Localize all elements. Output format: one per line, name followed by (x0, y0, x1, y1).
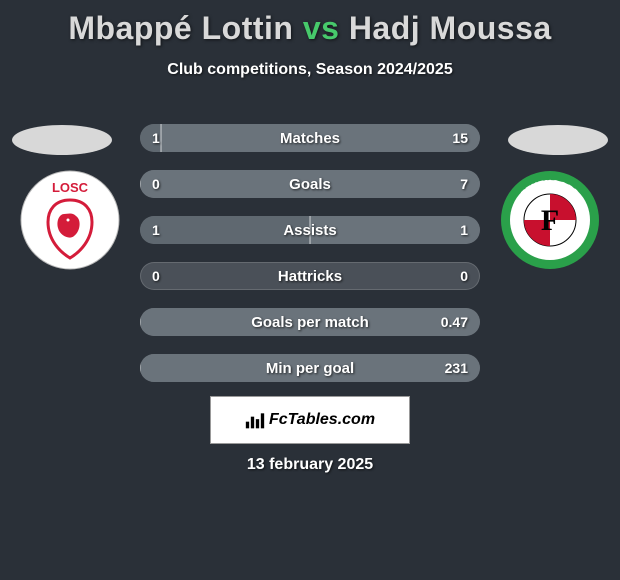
branding-badge: FcTables.com (210, 396, 410, 444)
club-crest-right: FEYENOORD ROTTERDAM F (500, 170, 600, 270)
title-vs: vs (303, 10, 340, 46)
stat-bar: Matches115 (140, 124, 480, 152)
bar-fill-left (140, 216, 310, 244)
bar-value-left: 0 (152, 262, 160, 290)
stats-bars: Matches115 Goals07 Assists11 Hattricks0 0 Goa… (140, 124, 480, 400)
title-player-left: Mbappé Lottin (68, 10, 293, 46)
stat-bar: Hattricks0 0 (140, 262, 480, 290)
branding-text: FcTables.com (269, 411, 375, 429)
bar-fill-right (310, 216, 480, 244)
title-player-right: Hadj Moussa (349, 10, 552, 46)
bar-fill-left (140, 124, 161, 152)
crest-right-letter: F (541, 204, 559, 237)
bar-fill-right (161, 124, 480, 152)
club-crest-left: LOSC (20, 170, 120, 270)
player-thumb-left (12, 125, 112, 155)
date-label: 13 february 2025 (0, 456, 620, 474)
bar-value-right: 0 (460, 262, 468, 290)
bar-fill-right (140, 308, 480, 336)
page-title: Mbappé Lottin vs Hadj Moussa (0, 0, 620, 47)
bar-fill-right (140, 170, 480, 198)
bar-label: Hattricks (140, 262, 480, 290)
bars-chart-icon (245, 410, 265, 430)
subtitle: Club competitions, Season 2024/2025 (0, 61, 620, 79)
stat-bar: Assists11 (140, 216, 480, 244)
player-thumb-right (508, 125, 608, 155)
stat-bar: Min per goal231 (140, 354, 480, 382)
stat-bar: Goals per match0.47 (140, 308, 480, 336)
crest-left-text: LOSC (52, 180, 89, 195)
bar-fill-right (140, 354, 480, 382)
stat-bar: Goals07 (140, 170, 480, 198)
